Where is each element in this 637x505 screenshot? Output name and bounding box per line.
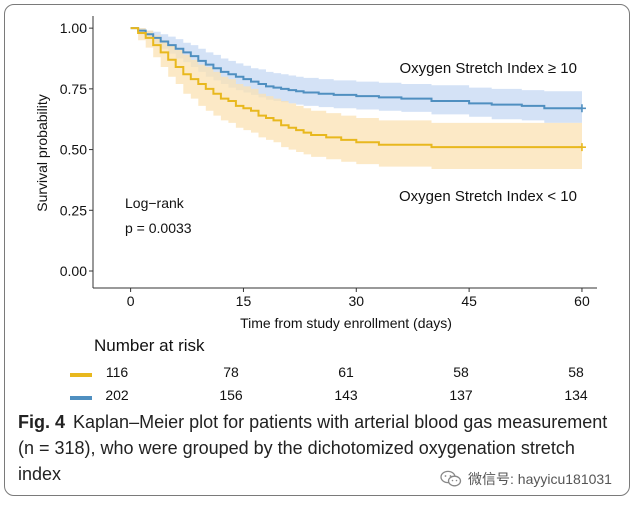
- y-tick-label: 0.25: [60, 202, 87, 218]
- y-tick-label: 0.50: [60, 142, 87, 158]
- figure-label: Fig. 4: [18, 412, 66, 432]
- risk-value: 58: [453, 364, 469, 380]
- risk-value: 78: [223, 364, 239, 380]
- censor-mark-0: [577, 104, 586, 113]
- caption-text: Kaplan–Meier plot for patients with arte…: [18, 412, 608, 484]
- km-chart: 0.00 0.25 0.50 0.75 1.00 0 15 30 45 60 Survival p…: [34, 16, 597, 331]
- y-tick-label: 0.00: [60, 263, 87, 279]
- survival-line-1: [130, 27, 582, 149]
- survival-line-0: [130, 27, 582, 110]
- censor-mark-1: [577, 143, 586, 152]
- risk-row-low: 116 78 61 58 58: [0, 364, 637, 384]
- logrank-label: Log−rank: [125, 195, 185, 211]
- risk-value: 156: [219, 387, 243, 403]
- risk-value: 134: [564, 387, 588, 403]
- p-value-label: p = 0.0033: [125, 220, 192, 236]
- risk-value: 61: [338, 364, 354, 380]
- watermark-text: 微信号: hayyicu181031: [468, 471, 612, 487]
- risk-value: 143: [334, 387, 358, 403]
- risk-swatch-high: [70, 396, 92, 400]
- y-tick-label: 0.75: [60, 81, 87, 97]
- y-tick-label: 1.00: [60, 20, 87, 36]
- risk-swatch-low: [70, 373, 92, 377]
- x-tick-label: 60: [574, 293, 590, 309]
- ci-band-1: [130, 28, 582, 172]
- y-axis-label: Survival probability: [34, 94, 50, 212]
- risk-value: 202: [105, 387, 129, 403]
- x-tick-label: 45: [461, 293, 477, 309]
- x-tick-label: 30: [348, 293, 364, 309]
- x-axis-label: Time from study enrollment (days): [240, 315, 452, 331]
- watermark: 微信号: hayyicu181031: [440, 469, 612, 489]
- risk-value: 137: [449, 387, 473, 403]
- wechat-icon: [440, 470, 462, 487]
- risk-value: 116: [105, 364, 129, 380]
- legend-label-low: Oxygen Stretch Index < 10: [399, 188, 577, 205]
- figure-caption: Fig. 4 Kaplan–Meier plot for patients wit…: [18, 409, 618, 487]
- x-tick-label: 15: [236, 293, 252, 309]
- x-tick-label: 0: [127, 293, 135, 309]
- risk-row-high: 202 156 143 137 134: [0, 387, 637, 407]
- risk-value: 58: [568, 364, 584, 380]
- legend-label-high: Oxygen Stretch Index ≥ 10: [400, 60, 578, 77]
- risk-table-title: Number at risk: [94, 336, 205, 355]
